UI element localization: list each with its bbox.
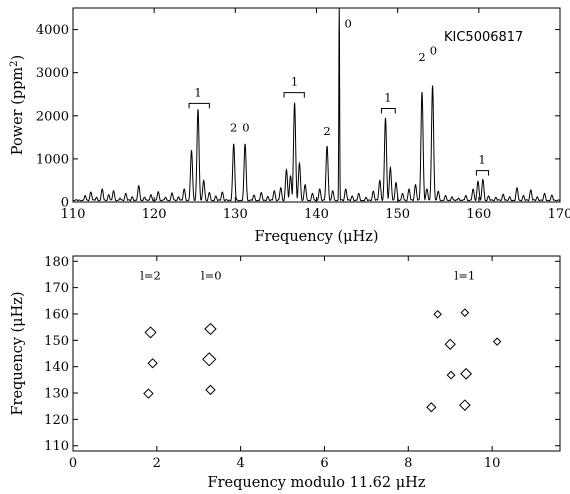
mode-degree-label: 2 — [230, 121, 237, 135]
degree-group-label: l=2 — [140, 269, 161, 283]
star-id-label: KIC5006817 — [444, 30, 523, 45]
power-spectrum-line — [72, 7, 561, 202]
echelle-markers — [143, 308, 502, 413]
echelle-point — [433, 309, 442, 319]
top-plot-frame — [72, 7, 561, 203]
mode-degree-label: 0 — [242, 121, 249, 135]
echelle-point — [492, 337, 502, 346]
degree-group-label: l=0 — [201, 269, 222, 283]
mode-bracket — [188, 102, 210, 109]
mode-bracket — [380, 108, 396, 114]
y-tick-label: 1000 — [36, 152, 69, 167]
top-y-ticks: 0 1000 2000 3000 4000 — [36, 23, 560, 211]
y-tick-label: 130 — [44, 387, 69, 402]
mode-degree-label: 1 — [291, 75, 298, 89]
echelle-point — [147, 358, 158, 369]
y-tick-label: 170 — [44, 281, 69, 296]
y-tick-label: 3000 — [36, 66, 69, 81]
bottom-y-ticks: 110 120 130 140 150 160 170 180 — [44, 255, 560, 454]
echelle-point — [446, 370, 456, 380]
bottom-x-ticks: 0 2 4 6 8 10 — [69, 256, 501, 471]
echelle-point — [205, 384, 216, 396]
echelle-point — [444, 338, 456, 350]
y-tick-label: 0 — [61, 196, 69, 211]
x-tick-label: 0 — [69, 456, 77, 471]
mode-bracket — [475, 170, 490, 176]
bottom-y-axis-label: Frequency (μHz) — [10, 291, 26, 415]
mode-degree-label: 0 — [430, 44, 437, 58]
echelle-point — [204, 322, 217, 336]
x-tick-label: 140 — [304, 207, 329, 222]
x-tick-label: 110 — [61, 207, 86, 222]
x-tick-label: 150 — [385, 207, 410, 222]
y-tick-label: 140 — [44, 360, 69, 375]
mode-degree-label: 1 — [384, 91, 391, 105]
y-tick-label: 120 — [44, 413, 69, 428]
echelle-point — [460, 308, 470, 317]
echelle-point — [426, 402, 437, 413]
y-tick-label: 4000 — [36, 23, 69, 38]
top-x-ticks: 110 120 130 140 150 160 170 — [61, 8, 570, 222]
top-y-axis-label: Power (ppm2) — [9, 55, 27, 155]
x-tick-label: 2 — [153, 456, 161, 471]
y-tick-label: 150 — [44, 334, 69, 349]
mode-degree-label: 0 — [344, 16, 351, 30]
x-tick-label: 120 — [142, 207, 167, 222]
x-tick-label: 160 — [466, 207, 491, 222]
x-tick-label: 130 — [223, 207, 248, 222]
mode-degree-label: 1 — [478, 153, 485, 167]
degree-labels: l=2 l=0 l=1 — [140, 269, 475, 283]
echelle-point — [460, 367, 473, 380]
top-x-axis-label: Frequency (μHz) — [254, 229, 378, 245]
y-tick-label: 110 — [44, 439, 69, 454]
x-tick-label: 10 — [484, 456, 501, 471]
y-tick-label: 2000 — [36, 109, 69, 124]
x-tick-label: 4 — [237, 456, 245, 471]
x-tick-label: 8 — [404, 456, 412, 471]
mode-bracket — [283, 92, 305, 98]
echelle-point — [459, 399, 471, 411]
echelle-point — [143, 388, 154, 399]
mode-degree-label: 2 — [418, 50, 425, 64]
echelle-point — [202, 352, 217, 367]
y-tick-label: 180 — [44, 255, 69, 270]
x-tick-label: 6 — [320, 456, 328, 471]
bottom-plot-frame — [72, 255, 561, 452]
echelle-point — [144, 326, 157, 339]
bottom-x-axis-label: Frequency modulo 11.62 μHz — [208, 475, 426, 491]
degree-group-label: l=1 — [455, 269, 476, 283]
y-tick-label: 160 — [44, 307, 69, 322]
mode-degree-label: 2 — [323, 124, 330, 138]
x-tick-label: 170 — [548, 207, 570, 222]
mode-degree-label: 1 — [194, 85, 201, 99]
